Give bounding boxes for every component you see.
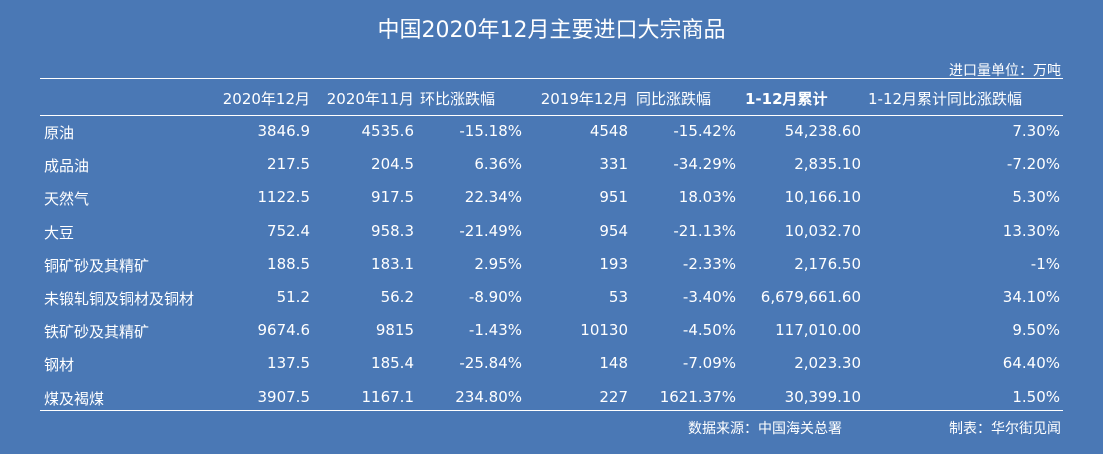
cell-nov-2020: 183.1 <box>371 255 414 273</box>
row-label: 铜矿砂及其精矿 <box>44 257 150 275</box>
cell-yoy-change: -2.33% <box>682 255 736 273</box>
cell-dec-2019: 951 <box>599 188 628 206</box>
header-nov-2020: 2020年11月 <box>326 90 414 108</box>
cell-ytd-total: 2,023.30 <box>794 354 861 372</box>
cell-ytd-total: 2,176.50 <box>794 255 861 273</box>
cell-ytd-total: 2,835.10 <box>794 155 861 173</box>
cell-ytd-yoy: 34.10% <box>1002 288 1060 306</box>
credit-note: 制表：华尔街见闻 <box>949 421 1061 437</box>
header-ytd-total: 1-12月累计 <box>745 90 828 108</box>
cell-yoy-change: 18.03% <box>678 188 736 206</box>
cell-mom-change: -21.49% <box>459 222 522 240</box>
cell-dec-2020: 188.5 <box>267 255 310 273</box>
cell-dec-2019: 148 <box>599 354 628 372</box>
cell-nov-2020: 9815 <box>375 321 414 339</box>
cell-mom-change: -25.84% <box>459 354 522 372</box>
cell-ytd-yoy: 5.30% <box>1012 188 1060 206</box>
cell-yoy-change: -7.09% <box>682 354 736 372</box>
source-note: 数据来源：中国海关总署 <box>688 421 842 437</box>
cell-dec-2019: 4548 <box>589 122 628 140</box>
header-mom-change: 环比涨跌幅 <box>420 90 496 108</box>
cell-nov-2020: 185.4 <box>371 354 414 372</box>
cell-yoy-change: -21.13% <box>673 222 736 240</box>
cell-mom-change: -8.90% <box>468 288 522 306</box>
cell-dec-2020: 1122.5 <box>257 188 311 206</box>
cell-nov-2020: 1167.1 <box>361 388 415 406</box>
cell-dec-2020: 137.5 <box>267 354 310 372</box>
cell-ytd-yoy: 13.30% <box>1002 222 1060 240</box>
cell-ytd-total: 30,399.10 <box>784 388 861 406</box>
cell-nov-2020: 4535.6 <box>361 122 415 140</box>
row-label: 成品油 <box>44 157 90 175</box>
cell-yoy-change: -3.40% <box>682 288 736 306</box>
cell-mom-change: -1.43% <box>468 321 522 339</box>
row-label: 铁矿砂及其精矿 <box>44 323 150 341</box>
row-label: 煤及褐煤 <box>44 390 105 408</box>
row-label: 钢材 <box>44 356 75 374</box>
cell-dec-2020: 752.4 <box>267 222 310 240</box>
cell-dec-2020: 3846.9 <box>257 122 311 140</box>
cell-ytd-yoy: -1% <box>1030 255 1060 273</box>
row-label: 天然气 <box>44 190 90 208</box>
cell-ytd-total: 10,032.70 <box>784 222 861 240</box>
cell-nov-2020: 917.5 <box>371 188 414 206</box>
unit-label: 进口量单位：万吨 <box>949 63 1061 79</box>
cell-dec-2019: 331 <box>599 155 628 173</box>
cell-ytd-yoy: 1.50% <box>1012 388 1060 406</box>
cell-ytd-yoy: 64.40% <box>1002 354 1060 372</box>
cell-dec-2019: 954 <box>599 222 628 240</box>
cell-dec-2019: 53 <box>608 288 628 306</box>
header-dec-2019: 2019年12月 <box>540 90 628 108</box>
cell-ytd-yoy: -7.20% <box>1006 155 1060 173</box>
cell-dec-2019: 10130 <box>580 321 628 339</box>
cell-dec-2019: 193 <box>599 255 628 273</box>
row-label: 大豆 <box>44 224 75 242</box>
cell-yoy-change: 1621.37% <box>659 388 736 406</box>
cell-mom-change: 2.95% <box>474 255 522 273</box>
header-top-rule <box>40 78 1063 79</box>
cell-ytd-total: 6,679,661.60 <box>760 288 861 306</box>
cell-ytd-total: 54,238.60 <box>784 122 861 140</box>
cell-mom-change: 6.36% <box>474 155 522 173</box>
table-bottom-rule <box>40 410 1063 411</box>
chart-title: 中国2020年12月主要进口大宗商品 <box>377 18 726 43</box>
header-dec-2020: 2020年12月 <box>222 90 310 108</box>
cell-nov-2020: 204.5 <box>371 155 414 173</box>
cell-ytd-yoy: 7.30% <box>1012 122 1060 140</box>
cell-mom-change: 22.34% <box>464 188 522 206</box>
cell-dec-2019: 227 <box>599 388 628 406</box>
cell-mom-change: -15.18% <box>459 122 522 140</box>
cell-nov-2020: 958.3 <box>371 222 414 240</box>
cell-dec-2020: 9674.6 <box>257 321 311 339</box>
cell-yoy-change: -15.42% <box>673 122 736 140</box>
cell-dec-2020: 3907.5 <box>257 388 311 406</box>
header-yoy-change: 同比涨跌幅 <box>636 90 712 108</box>
header-ytd-yoy: 1-12月累计同比涨跌幅 <box>868 90 1023 108</box>
header-bottom-rule <box>40 115 1063 116</box>
cell-ytd-yoy: 9.50% <box>1012 321 1060 339</box>
row-label: 原油 <box>44 124 75 142</box>
cell-mom-change: 234.80% <box>455 388 522 406</box>
cell-nov-2020: 56.2 <box>380 288 414 306</box>
row-label: 未锻轧铜及铜材及铜材 <box>44 290 195 308</box>
cell-ytd-total: 117,010.00 <box>775 321 861 339</box>
cell-ytd-total: 10,166.10 <box>784 188 861 206</box>
cell-dec-2020: 217.5 <box>267 155 310 173</box>
cell-yoy-change: -4.50% <box>682 321 736 339</box>
cell-yoy-change: -34.29% <box>673 155 736 173</box>
cell-dec-2020: 51.2 <box>276 288 310 306</box>
